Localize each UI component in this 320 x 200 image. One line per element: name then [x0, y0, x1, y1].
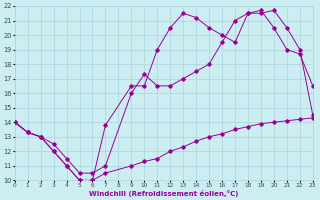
X-axis label: Windchill (Refroidissement éolien,°C): Windchill (Refroidissement éolien,°C) [89, 190, 238, 197]
